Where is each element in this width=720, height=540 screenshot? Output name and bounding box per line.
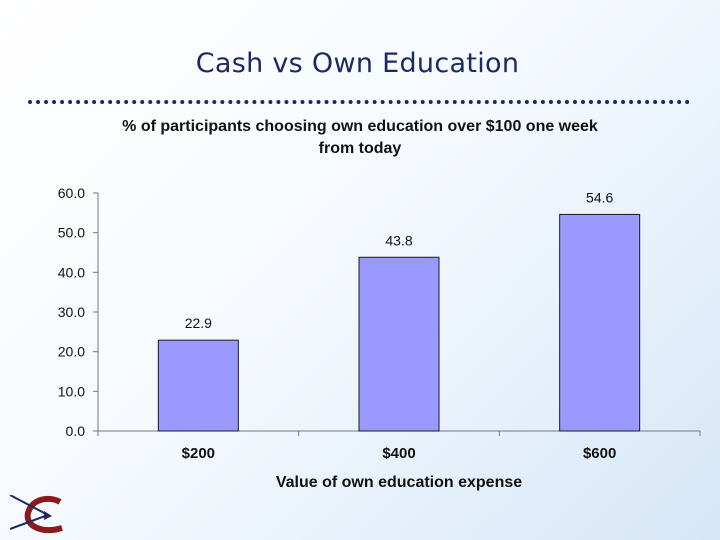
- bar-value-label: 43.8: [385, 232, 412, 248]
- y-tick-label: 10.0: [58, 383, 85, 399]
- y-tick-label: 60.0: [58, 185, 85, 201]
- y-tick-label: 40.0: [58, 264, 85, 280]
- bar-600: [559, 213, 641, 432]
- y-tick-label: 0.0: [66, 423, 86, 439]
- bar-value-label: 22.9: [185, 315, 212, 331]
- bar-value-labels: 22.9 43.8 54.6: [185, 189, 614, 331]
- y-tick-label: 50.0: [58, 225, 85, 241]
- bar-value-label: 54.6: [586, 189, 613, 205]
- x-axis-ticks: [97, 431, 701, 436]
- bar-400: [358, 256, 440, 432]
- title-divider: [28, 100, 690, 104]
- chart-title-line-1: % of participants choosing own education…: [122, 118, 598, 135]
- x-axis-label: Value of own education expense: [276, 474, 522, 491]
- c-arrow-logo-icon: [10, 495, 63, 534]
- x-category-labels: $200 $400 $600: [182, 445, 617, 462]
- y-tick-label: 20.0: [58, 344, 85, 360]
- x-category-label: $600: [583, 445, 616, 462]
- bars: [157, 213, 641, 432]
- x-category-label: $400: [382, 445, 415, 462]
- y-axis-ticks: 0.0 10.0 20.0 30.0 40.0 50.0 60.0: [58, 185, 98, 439]
- x-category-label: $200: [182, 445, 215, 462]
- slide-title: Cash vs Own Education: [195, 48, 520, 79]
- chart-title-line-2: from today: [319, 140, 402, 157]
- y-tick-label: 30.0: [58, 304, 85, 320]
- bar-200: [157, 339, 239, 432]
